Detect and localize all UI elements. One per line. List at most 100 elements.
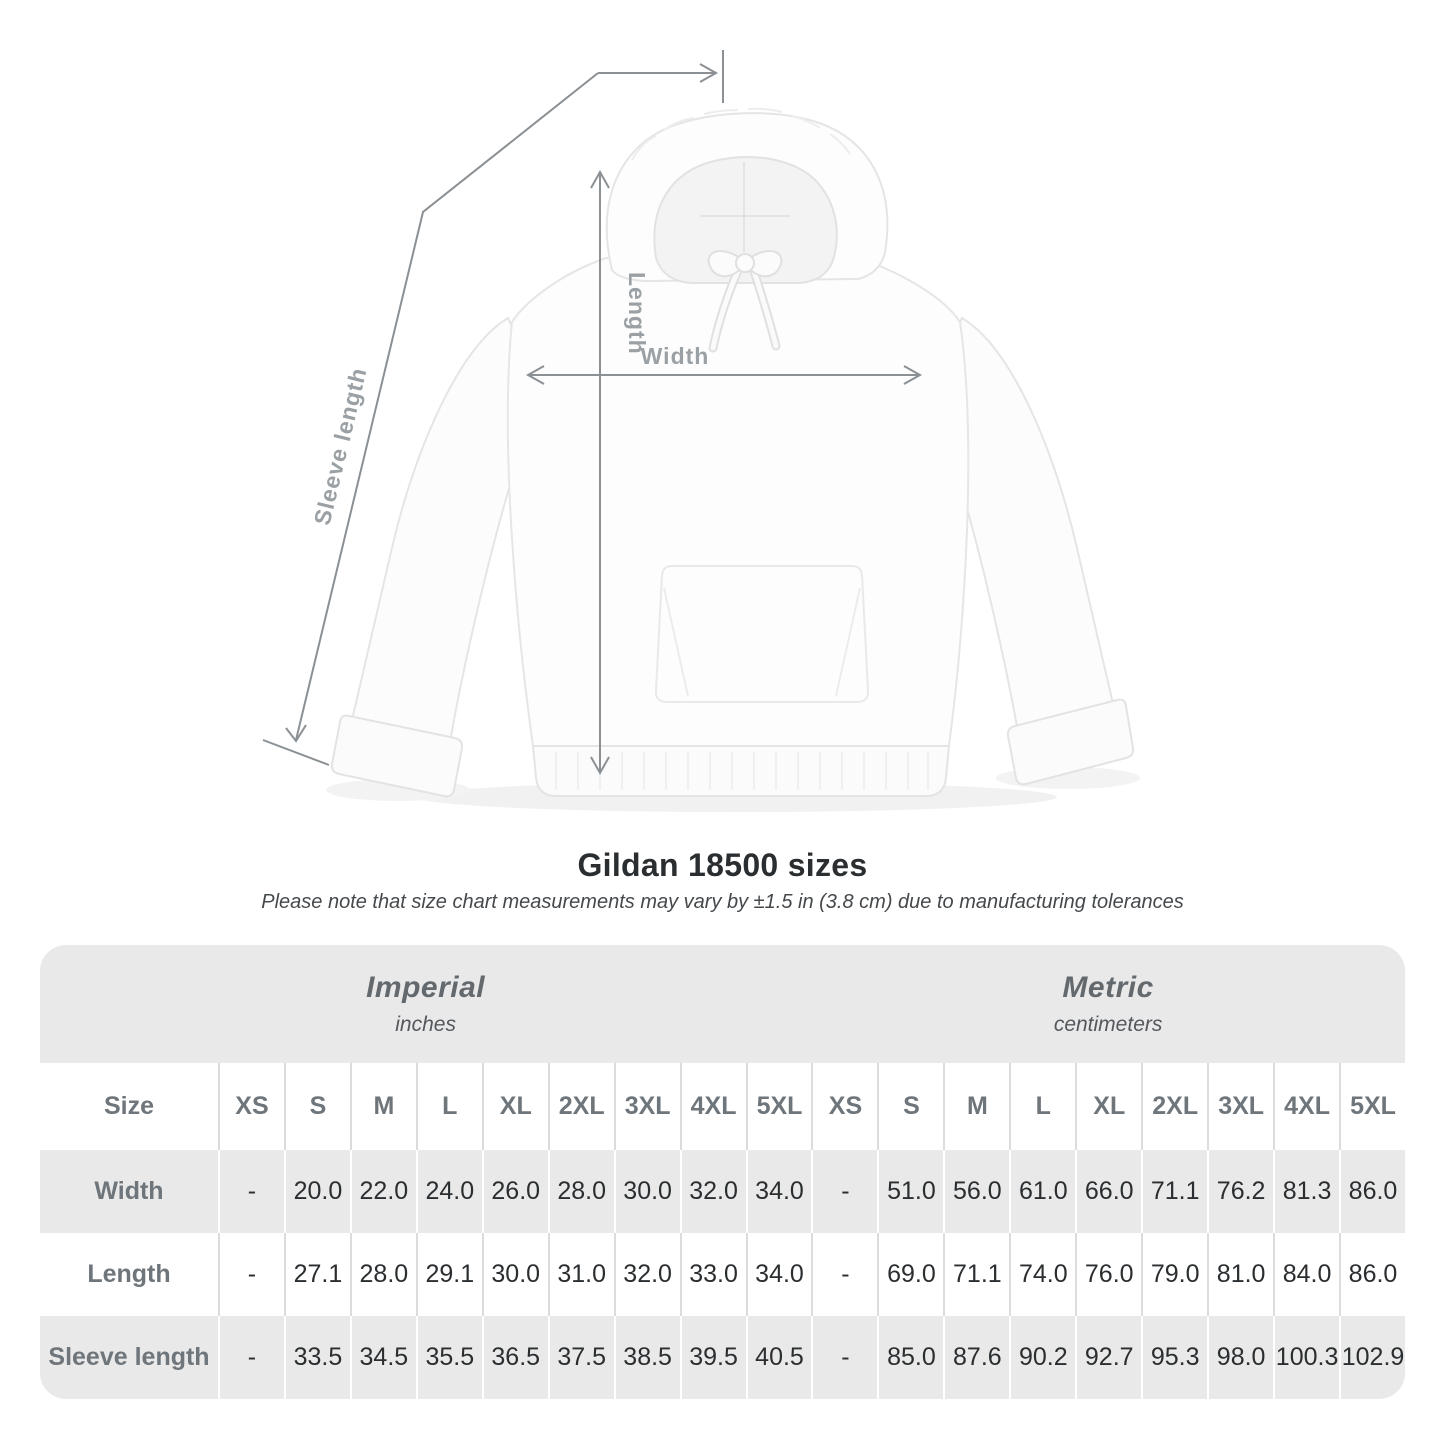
metric-title: Metric [1062,971,1154,1004]
imperial-size-header-s: S [283,1063,350,1150]
measurement-row-length: Length -27.1 28.0 29.1 30.0 31.0 32.0 33.0 34.0-… [40,1233,1405,1316]
imperial-value: 32.0 [679,1150,746,1233]
imperial-value: 34.0 [745,1233,812,1316]
imperial-section-header: Imperial inches [40,945,811,1063]
imperial-size-header-xl: XL [481,1063,548,1150]
metric-value: - [811,1316,877,1399]
metric-value: 100.3 [1273,1316,1339,1399]
imperial-value: 36.5 [481,1316,548,1399]
metric-value: 98.0 [1207,1316,1273,1399]
metric-value: 71.1 [1141,1150,1207,1233]
size-table: Imperial inches Metric centimeters Size X… [40,945,1405,1399]
metric-value: 87.6 [943,1316,1009,1399]
metric-value: 69.0 [877,1233,943,1316]
imperial-size-header-2xl: 2XL [547,1063,614,1150]
kangaroo-pocket [654,565,870,703]
imperial-value: 38.5 [613,1316,680,1399]
metric-value: 74.0 [1009,1233,1075,1316]
imperial-value: 35.5 [415,1316,482,1399]
imperial-size-header-xs: XS [218,1063,284,1150]
length-top-arrowhead [590,169,610,189]
imperial-value: 34.5 [349,1316,416,1399]
imperial-value: 30.0 [481,1233,548,1316]
sleeve-length-line [295,72,599,741]
imperial-value: - [218,1150,284,1233]
metric-value: 56.0 [943,1150,1009,1233]
measurement-lines [262,50,923,776]
size-table-grid: Size XS S M L XL 2XL 3XL 4XL 5XL XS S M L XL 2XL 3XL 4XL 5… [40,1063,1405,1399]
column-header-row: Size XS S M L XL 2XL 3XL 4XL 5XL XS S M L XL 2XL 3XL 4XL 5… [40,1063,1405,1150]
metric-size-header-4xl: 4XL [1273,1063,1339,1150]
metric-size-header-l: L [1009,1063,1075,1150]
hoodie-illustration [330,107,1135,798]
imperial-value: 24.0 [415,1150,482,1233]
hoodie-measurement-diagram: Length Width Sleeve length [262,50,1140,812]
metric-size-header-s: S [877,1063,943,1150]
imperial-value: 31.0 [547,1233,614,1316]
hem-ribbing [531,745,951,797]
metric-value: 66.0 [1075,1150,1141,1233]
sleeve-length-measure-label: Sleeve length [309,365,372,528]
imperial-value: - [218,1233,284,1316]
imperial-title: Imperial [366,971,486,1004]
tolerance-note: Please note that size chart measurements… [261,891,1184,913]
row-label: Sleeve length [48,1343,210,1371]
size-corner-header: Size [103,1092,155,1120]
sleeve-length-end-tick [262,739,330,766]
imperial-value: 37.5 [547,1316,614,1399]
metric-value: 61.0 [1009,1150,1075,1233]
imperial-size-header-4xl: 4XL [679,1063,746,1150]
width-left-arrowhead [525,365,545,385]
imperial-value: - [218,1316,284,1399]
imperial-size-header-5xl: 5XL [745,1063,812,1150]
imperial-value: 26.0 [481,1150,548,1233]
page-title: Gildan 18500 sizes [577,847,868,883]
imperial-value: 33.5 [283,1316,350,1399]
hood-gather-ripples [631,107,851,161]
metric-value: 92.7 [1075,1316,1141,1399]
pocket-opening-seams [663,587,861,697]
metric-value: - [811,1233,877,1316]
measurement-row-width: Width -20.0 22.0 24.0 26.0 28.0 30.0 32.0 34.0-5… [40,1150,1405,1233]
imperial-value: 20.0 [283,1150,350,1233]
metric-section-header: Metric centimeters [811,945,1405,1063]
imperial-value: 28.0 [547,1150,614,1233]
metric-value: - [811,1150,877,1233]
width-right-arrowhead [903,365,923,385]
left-sleeve [350,316,525,744]
imperial-value: 40.5 [745,1316,812,1399]
metric-size-header-5xl: 5XL [1339,1063,1405,1150]
imperial-value: 32.0 [613,1233,680,1316]
measurement-row-sleeve-length: Sleeve length -33.5 34.5 35.5 36.5 37.5 38.5 39… [40,1316,1405,1399]
row-label: Length [87,1260,171,1288]
imperial-size-header-3xl: 3XL [613,1063,680,1150]
left-cuff [330,714,464,798]
imperial-value: 29.1 [415,1233,482,1316]
metric-value: 51.0 [877,1150,943,1233]
metric-value: 79.0 [1141,1233,1207,1316]
imperial-value: 33.0 [679,1233,746,1316]
imperial-unit: inches [395,1013,456,1036]
imperial-value: 27.1 [283,1233,350,1316]
length-bottom-arrowhead [590,756,610,776]
length-measure-label: Length [624,272,650,355]
imperial-value: 30.0 [613,1150,680,1233]
imperial-value: 34.0 [745,1150,812,1233]
metric-value: 95.3 [1141,1316,1207,1399]
metric-value: 90.2 [1009,1316,1075,1399]
sleeve-length-arrowhead [285,724,307,743]
right-sleeve [945,316,1116,734]
metric-value: 76.0 [1075,1233,1141,1316]
metric-value: 76.2 [1207,1150,1273,1233]
imperial-value: 39.5 [679,1316,746,1399]
metric-value: 85.0 [877,1316,943,1399]
metric-value: 86.0 [1339,1233,1405,1316]
metric-value: 84.0 [1273,1233,1339,1316]
metric-value: 81.3 [1273,1150,1339,1233]
metric-value: 71.1 [943,1233,1009,1316]
imperial-value: 28.0 [349,1233,416,1316]
drawstrings [707,250,783,353]
row-label: Width [94,1177,164,1205]
unit-section-band: Imperial inches Metric centimeters [40,945,1405,1063]
